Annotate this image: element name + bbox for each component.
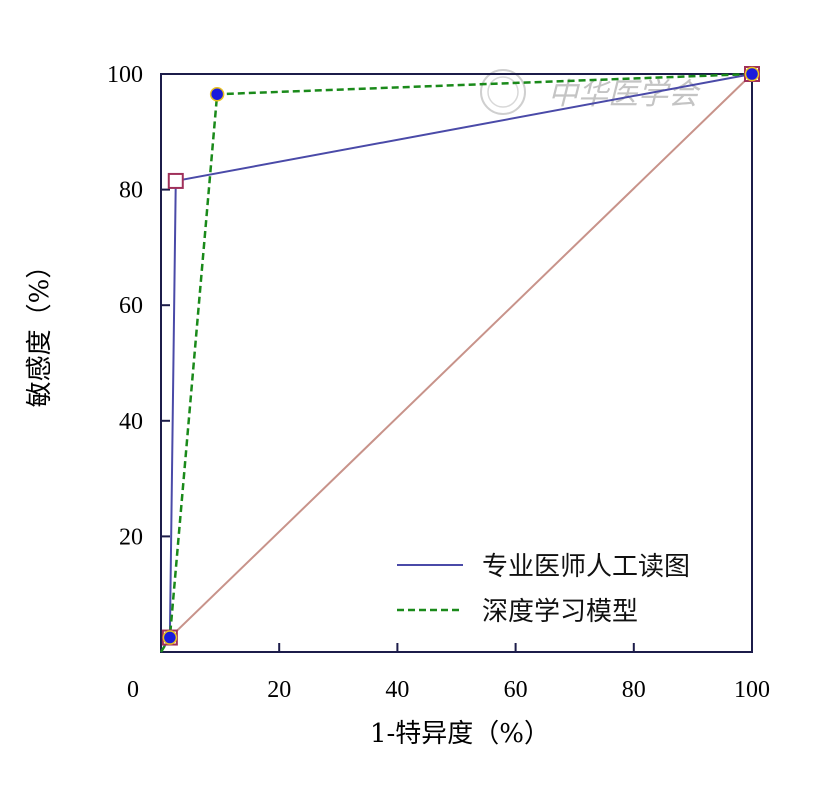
series-2-marker-3: [744, 66, 760, 82]
y-tick-label-80: 80: [119, 178, 143, 204]
y-tick-label-60: 60: [119, 293, 143, 319]
y-axis-label: 敏感度（%）: [25, 253, 55, 408]
y-tick-label-100: 100: [107, 62, 143, 88]
y-tick-label-40: 40: [119, 409, 143, 435]
watermark-seal-icon: [480, 69, 526, 115]
x-tick-label-0: 0: [127, 677, 139, 703]
x-tick-label-20: 20: [267, 677, 291, 703]
plot-border: [160, 73, 753, 653]
legend: 专业医师人工读图 深度学习模型: [397, 552, 690, 627]
y-tick-label-20: 20: [119, 524, 143, 550]
x-tick-label-100: 100: [734, 677, 770, 703]
series-line-2: [159, 72, 753, 653]
marker-layer: [161, 66, 760, 646]
legend-label-series-1: 专业医师人工读图: [482, 552, 690, 582]
series-2-marker-1: [162, 630, 178, 645]
series-1-marker-2: [167, 172, 184, 189]
reference-line-layer: [169, 73, 753, 639]
axis-tick-labels: 0 20 40 60 80 100 20 40 60 80 100: [107, 62, 770, 703]
series-2-marker-2: [209, 86, 225, 102]
plot-frame: [160, 73, 753, 653]
x-tick-label-60: 60: [504, 677, 528, 703]
x-tick-label-40: 40: [385, 677, 409, 703]
axis-ticks: [161, 73, 753, 652]
x-tick-label-80: 80: [622, 677, 646, 703]
reference-line: [169, 73, 753, 639]
x-axis-label: 1-特异度（%）: [370, 719, 550, 749]
legend-label-series-2: 深度学习模型: [482, 597, 638, 627]
